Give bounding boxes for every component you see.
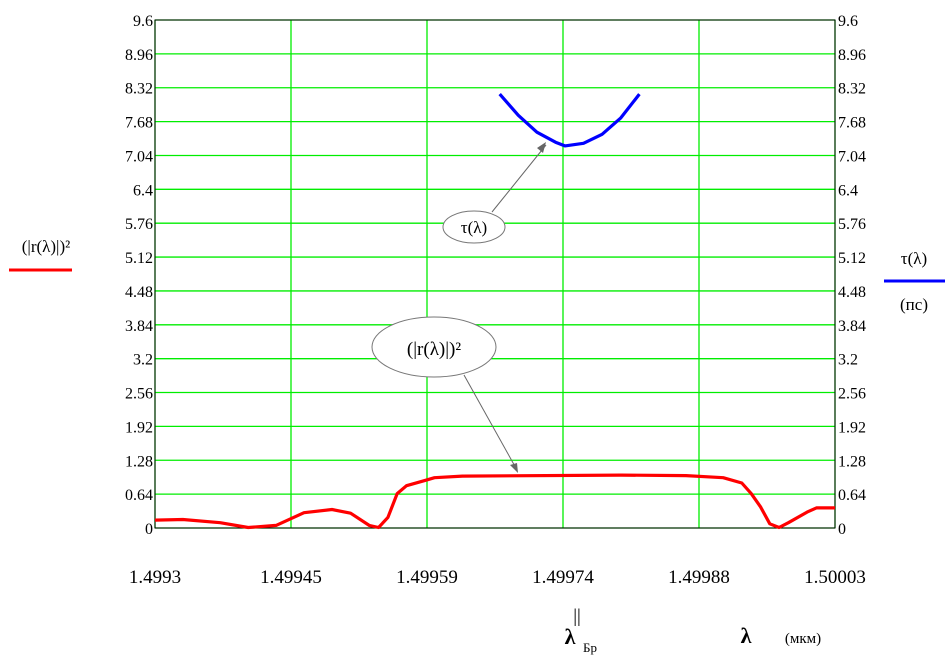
tau-annotation-text: τ(λ) (461, 218, 487, 237)
delay-series-line (498, 93, 641, 148)
x-axis-unit: (мкм) (785, 631, 821, 647)
reflectance-arrowhead (510, 463, 518, 473)
right-y-tick-labels: 0 0.64 1.28 1.92 2.56 3.2 3.84 4.48 5.12 5.76 6.4 7… (838, 13, 866, 538)
right-y-tick-label: 7.68 (838, 115, 866, 132)
left-y-tick-labels: 0 0.64 1.28 1.92 2.56 3.2 3.84 4.48 5.12 5.76 6.4 7… (125, 13, 153, 538)
bragg-wavelength-marker: || λ Бр (565, 606, 597, 655)
reflectance-annotation-arrow (463, 374, 518, 471)
right-y-label-top: τ(λ) (901, 249, 927, 268)
x-tick-label: 1.49988 (668, 567, 730, 588)
left-y-tick-label: 8.32 (125, 81, 153, 98)
right-y-tick-label: 5.12 (838, 250, 866, 267)
left-y-tick-label: 3.2 (133, 352, 153, 369)
x-tick-labels: 1.4993 1.49945 1.49959 1.49974 1.49988 1.5000… (129, 567, 866, 588)
bragg-lambda: λ (565, 624, 576, 649)
right-y-tick-label: 0.64 (838, 487, 866, 504)
left-y-tick-label: 6.4 (133, 182, 153, 199)
right-y-tick-label: 5.76 (838, 216, 866, 233)
bragg-marker-bars: || (573, 606, 581, 627)
left-y-axis-label: (|r(λ)|)² (9, 237, 72, 272)
grid-lines (154, 19, 836, 529)
x-tick-label: 1.50003 (804, 567, 866, 588)
left-y-label-text: (|r(λ)|)² (22, 237, 70, 256)
x-axis-label: λ (мкм) (741, 623, 822, 648)
right-y-tick-label: 8.96 (838, 47, 866, 64)
left-y-tick-label: 5.12 (125, 250, 153, 267)
x-tick-label: 1.49974 (532, 567, 594, 588)
left-y-tick-label: 3.84 (125, 318, 153, 335)
right-y-tick-label: 9.6 (838, 13, 858, 30)
x-tick-label: 1.4993 (129, 567, 181, 588)
x-tick-label: 1.49959 (396, 567, 458, 588)
right-y-tick-label: 7.04 (838, 148, 866, 165)
left-y-tick-label: 9.6 (133, 13, 153, 30)
reflectance-annotation-bubble (371, 316, 497, 378)
left-y-tick-label: 7.68 (125, 115, 153, 132)
reflectance-annotation-text: (|r(λ)|)² (407, 339, 461, 360)
tau-annotation: τ(λ) (442, 142, 547, 244)
left-y-tick-label: 2.56 (125, 386, 153, 403)
left-y-tick-label: 7.04 (125, 148, 153, 165)
right-y-tick-label: 3.2 (838, 352, 858, 369)
right-y-tick-label: 1.28 (838, 453, 866, 470)
right-y-axis-label: τ(λ) (пс) (884, 249, 945, 314)
left-y-tick-label: 8.96 (125, 47, 153, 64)
right-y-tick-label: 2.56 (838, 386, 866, 403)
plot-border (154, 19, 836, 529)
left-y-tick-label: 4.48 (125, 284, 153, 301)
left-y-tick-label: 1.28 (125, 453, 153, 470)
plot-frame (154, 19, 836, 529)
x-tick-label: 1.49945 (260, 567, 322, 588)
right-y-tick-label: 1.92 (838, 419, 866, 436)
data-series (154, 93, 835, 530)
bragg-subscript: Бр (583, 640, 597, 655)
right-y-tick-label: 0 (838, 521, 846, 538)
left-y-tick-label: 0 (145, 521, 153, 538)
right-y-tick-label: 8.32 (838, 81, 866, 98)
left-y-tick-label: 5.76 (125, 216, 153, 233)
x-axis-symbol: λ (741, 623, 752, 648)
left-y-tick-label: 0.64 (125, 487, 153, 504)
right-y-tick-label: 6.4 (838, 182, 858, 199)
right-y-tick-label: 3.84 (838, 318, 866, 335)
tau-arrowhead (537, 142, 546, 153)
reflectance-annotation: (|r(λ)|)² (371, 316, 518, 473)
left-y-tick-label: 1.92 (125, 419, 153, 436)
reflectance-series-line (154, 473, 835, 530)
tau-annotation-arrow (491, 144, 547, 213)
tau-annotation-bubble (442, 210, 506, 244)
right-y-label-bottom: (пс) (900, 295, 928, 314)
right-y-tick-label: 4.48 (838, 284, 866, 301)
